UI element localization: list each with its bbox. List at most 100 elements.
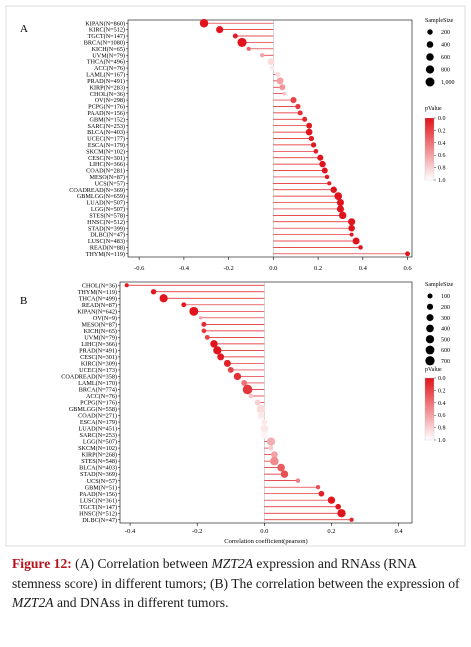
category-label: LIHC(N=366) <box>89 161 125 168</box>
category-label: THCA(N=496) <box>87 59 125 66</box>
data-point <box>280 470 289 478</box>
data-point <box>270 65 275 71</box>
data-point <box>266 437 276 446</box>
data-point <box>321 167 328 174</box>
x-tick-label: 0.4 <box>359 265 368 272</box>
category-label: PAAD(N=156) <box>79 491 117 498</box>
caption-gene-2: MZT2A <box>12 595 54 610</box>
x-tick-label: -0.2 <box>223 265 233 272</box>
category-label: LIHC(N=366) <box>81 341 117 348</box>
data-point <box>232 33 238 39</box>
x-tick-label: -0.4 <box>179 265 190 272</box>
data-point <box>308 135 315 142</box>
size-legend-dot <box>427 29 433 35</box>
data-point <box>349 517 354 522</box>
category-label: THYM(N=119) <box>78 289 117 296</box>
pvalue-colorbar <box>424 117 435 181</box>
size-legend-dot <box>425 335 435 344</box>
category-label: LUAD(N=451) <box>78 426 117 433</box>
size-legend-title: SampleSize <box>425 18 454 24</box>
category-label: LUSC(N=361) <box>80 497 117 504</box>
x-tick-label: 0.0 <box>269 265 277 272</box>
data-point <box>318 490 325 497</box>
size-legend-dot <box>426 324 434 333</box>
pvalue-tick-label: 0.6 <box>438 153 446 159</box>
category-label: SARC(N=253) <box>87 123 125 130</box>
data-point <box>290 97 297 104</box>
category-label: GBMLGG(N=558) <box>69 406 117 413</box>
pvalue-tick-label: 0.0 <box>438 376 446 382</box>
category-label: BRCA(N=1080) <box>84 40 125 47</box>
data-point <box>319 160 326 168</box>
data-point <box>233 372 242 381</box>
size-legend-dot <box>426 303 434 310</box>
category-label: KIPAN(N=860) <box>85 20 125 27</box>
x-tick-label: -0.6 <box>134 265 145 272</box>
category-label: PCPG(N=176) <box>88 104 125 111</box>
pvalue-tick-label: 0.4 <box>438 141 446 147</box>
data-point <box>227 366 234 373</box>
size-legend-dot <box>425 65 435 74</box>
caption-label: Figure 12: <box>12 556 72 571</box>
category-label: UCEC(N=177) <box>87 136 125 143</box>
data-point <box>254 399 261 406</box>
data-point <box>405 251 410 257</box>
category-label: COADREAD(N=358) <box>61 374 117 381</box>
data-point <box>198 316 203 320</box>
category-label: UCS(N=57) <box>87 478 117 485</box>
data-point <box>242 384 253 395</box>
category-label: MESO(N=87) <box>82 321 117 328</box>
category-label: TGCT(N=147) <box>79 504 117 511</box>
data-point <box>216 26 224 34</box>
category-label: TGCT(N=147) <box>87 33 125 40</box>
size-legend-label: 200 <box>441 305 450 311</box>
caption-text-b: and DNAss in different tumors. <box>53 595 229 610</box>
data-point <box>181 302 187 308</box>
category-label: UCEC(N=173) <box>79 367 117 374</box>
x-tick-label: -0.4 <box>125 528 136 535</box>
size-legend-dot <box>426 41 434 48</box>
data-point <box>201 321 207 327</box>
size-legend-dot <box>425 356 435 366</box>
data-point <box>270 456 279 466</box>
data-point <box>267 58 275 66</box>
x-tick-label: 0.4 <box>395 528 404 535</box>
size-legend-label: 600 <box>441 348 450 354</box>
data-point <box>352 237 360 245</box>
data-point <box>336 205 345 213</box>
size-legend-dot <box>426 53 434 61</box>
data-point <box>259 53 265 58</box>
category-label: COADREAD(N=369) <box>69 187 125 194</box>
category-label: PRAD(N=491) <box>79 347 117 354</box>
size-legend-label: 500 <box>441 337 450 343</box>
pvalue-tick-label: 0.0 <box>438 116 446 122</box>
category-label: DLBC(N=47) <box>82 517 117 524</box>
category-label: LUSC(N=483) <box>88 238 125 245</box>
category-label: THCA(N=499) <box>79 295 117 302</box>
category-label: ESCA(N=179) <box>80 419 117 426</box>
size-legend-label: 400 <box>441 327 450 333</box>
caption-gene-1: MZT2A <box>211 556 253 571</box>
category-label: LUAD(N=507) <box>86 200 125 207</box>
category-label: KICH(N=65) <box>84 328 117 335</box>
size-legend-title: SampleSize <box>425 282 454 288</box>
data-point <box>277 463 285 472</box>
data-point <box>315 484 321 490</box>
data-point <box>337 509 346 518</box>
category-label: MESO(N=87) <box>90 174 125 181</box>
caption-text-a1: (A) Correlation between <box>71 556 212 571</box>
category-label: HNSC(N=512) <box>87 219 125 226</box>
category-label: CHOL(N=36) <box>90 91 125 98</box>
category-label: KICH(N=65) <box>92 46 125 53</box>
size-legend-dot <box>425 345 435 355</box>
data-point <box>295 103 301 110</box>
category-label: CESC(N=301) <box>80 354 117 361</box>
size-legend-dot <box>427 293 433 299</box>
category-label: LGG(N=507) <box>91 206 125 213</box>
data-point <box>237 37 247 48</box>
data-point <box>261 419 268 426</box>
pvalue-legend-title: pValue <box>425 367 442 373</box>
data-point <box>334 192 343 201</box>
data-point <box>276 77 284 85</box>
size-legend-label: 700 <box>441 359 450 365</box>
